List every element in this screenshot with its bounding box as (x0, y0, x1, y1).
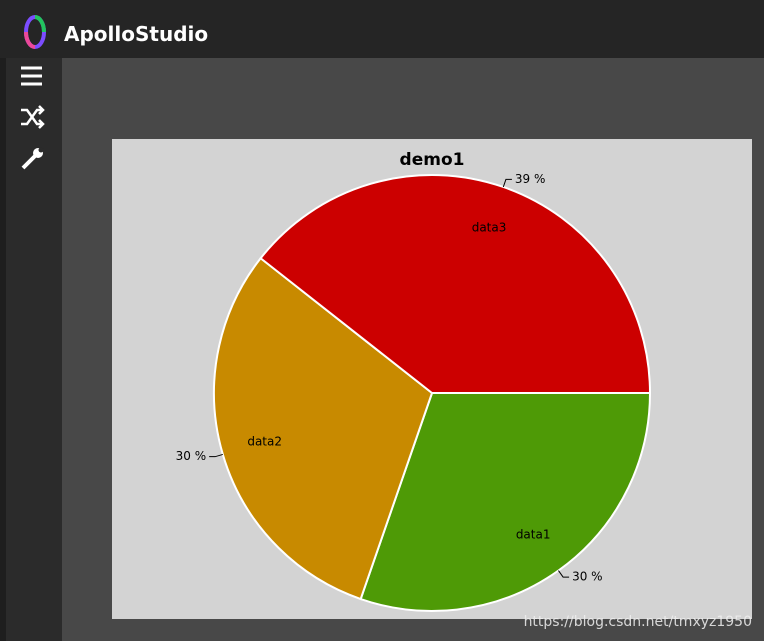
logo (24, 15, 46, 49)
chart-title: demo1 (400, 150, 465, 170)
sidebar-icons (21, 66, 45, 170)
leader-line (502, 178, 512, 188)
leader-line (209, 453, 223, 458)
pie-slice (259, 174, 652, 394)
slice-name: data2 (247, 435, 282, 449)
menu-icon[interactable] (21, 66, 42, 86)
slice-name: data1 (516, 528, 551, 542)
value-label: 30 % (176, 449, 207, 463)
value-label: 30 % (572, 570, 603, 584)
title-bar: ApolloStudio (0, 0, 764, 58)
shuffle-icon[interactable] (21, 105, 45, 129)
pie-slice (359, 392, 652, 612)
app-title: ApolloStudio (64, 22, 209, 46)
slice-name: data3 (472, 221, 507, 235)
leader-line (558, 570, 570, 578)
wrench-icon[interactable] (21, 147, 44, 170)
chart-panel (112, 139, 752, 619)
pie-slice (213, 256, 434, 601)
value-label: 39 % (515, 172, 546, 186)
sidebar (0, 58, 62, 641)
watermark: https://blog.csdn.net/tmxyz1950 (524, 614, 752, 630)
